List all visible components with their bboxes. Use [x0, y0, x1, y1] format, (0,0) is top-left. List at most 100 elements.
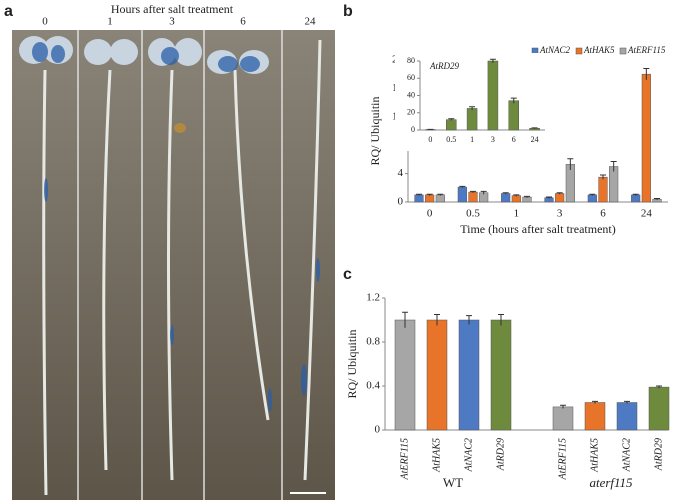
error-bar [502, 192, 509, 195]
error-bar [524, 195, 530, 198]
x-tick-label: 6 [600, 208, 606, 220]
error-bar [426, 193, 433, 196]
bar [501, 193, 511, 203]
x-tick-label: 1 [470, 135, 474, 144]
bar [394, 319, 416, 431]
x-tick-label: 24 [531, 135, 539, 144]
bar [609, 166, 619, 203]
x-tick-label: 3 [491, 135, 495, 144]
error-bar [643, 68, 650, 80]
x-tick-label: 0 [428, 135, 432, 144]
panel-label: a [4, 3, 13, 20]
group-label: aterf115 [589, 475, 633, 490]
bar [598, 176, 608, 203]
group-label: WT [443, 475, 463, 490]
error-bar [589, 193, 596, 196]
x-tick-label: AtERF115 [399, 438, 410, 480]
error-bar [546, 196, 552, 199]
image-label: 1 [107, 16, 113, 28]
y-tick-label: 1.2 [366, 292, 380, 304]
bar [458, 319, 480, 431]
error-bar [469, 106, 476, 111]
bar [425, 194, 435, 203]
error-bar [466, 315, 472, 325]
bar [508, 100, 519, 131]
x-tick-label: 6 [512, 135, 516, 144]
y-tick-label: 60 [407, 73, 415, 82]
y-tick-label: 20 [407, 108, 415, 117]
legend-label: AtHAK5 [583, 45, 615, 55]
x-tick-label: AtERF115 [557, 438, 568, 480]
error-bar [560, 404, 566, 409]
legend-swatch [575, 47, 583, 55]
bar [641, 73, 651, 203]
x-tick-label: AtNAC2 [463, 438, 474, 472]
y-axis-label: RQ/ Ubiquitin [368, 96, 382, 165]
image-label: 6 [240, 16, 246, 28]
legend-swatch [619, 47, 627, 55]
error-bar [434, 314, 440, 326]
error-bar [654, 197, 660, 200]
y-tick-label: 80 [407, 56, 415, 65]
bar [426, 319, 448, 431]
bar [468, 191, 478, 203]
error-bar [470, 190, 476, 193]
x-tick-label: 3 [557, 208, 563, 220]
y-tick-label: 0 [411, 125, 415, 134]
x-tick-label: 1 [514, 208, 520, 220]
error-bar [437, 193, 444, 196]
image-label: 3 [169, 16, 175, 28]
image-label: 0 [42, 16, 48, 28]
bar [584, 402, 606, 431]
bar [446, 119, 457, 131]
error-bar [567, 158, 574, 171]
error-bar [600, 174, 606, 180]
legend-label: AtERF115 [627, 45, 666, 55]
x-tick-label: AtNAC2 [621, 438, 632, 472]
error-bar [610, 161, 617, 172]
bar [457, 186, 467, 203]
bar [616, 402, 638, 431]
x-tick-label: 24 [641, 208, 653, 220]
bar [648, 386, 670, 431]
y-tick-label: 4 [398, 167, 404, 179]
panel-label: c [343, 266, 352, 283]
error-bar [556, 192, 563, 195]
error-bar [402, 311, 408, 328]
legend-label: AtNAC2 [539, 45, 571, 55]
error-bar [448, 118, 455, 121]
x-tick-label: 0.5 [466, 208, 480, 220]
x-tick-label: 0 [427, 208, 433, 220]
bar [435, 194, 445, 203]
y-tick-label: 0.8 [366, 336, 380, 348]
x-axis-label: Time (hours after salt treatment) [460, 222, 616, 236]
inset-background [395, 53, 550, 151]
inset-title: AtRD29 [429, 61, 459, 71]
x-tick-label: AtRD29 [653, 438, 664, 471]
error-bar [480, 190, 487, 195]
error-bar [459, 185, 466, 188]
x-tick-label: AtRD29 [495, 438, 506, 471]
x-tick-label: 0.5 [446, 135, 456, 144]
seedling-photo [12, 30, 335, 500]
bar [631, 194, 641, 203]
error-bar [513, 194, 520, 197]
error-bar [498, 314, 504, 326]
error-bar [592, 400, 598, 404]
bar [414, 194, 424, 203]
image-title: Hours after salt treatment [111, 2, 234, 16]
bar [522, 196, 532, 203]
error-bar [416, 193, 422, 196]
error-bar [632, 193, 639, 196]
y-axis-label: RQ/ Ubiquitin [345, 329, 359, 398]
bar [587, 194, 597, 203]
error-bar [624, 400, 630, 404]
panel-label: b [343, 3, 353, 20]
bar [555, 193, 565, 203]
error-bar [656, 385, 662, 389]
bar [490, 319, 512, 431]
error-bar [510, 97, 517, 104]
y-tick-label: 0 [375, 424, 381, 436]
y-tick-label: 0 [398, 196, 404, 208]
bar [552, 406, 574, 431]
